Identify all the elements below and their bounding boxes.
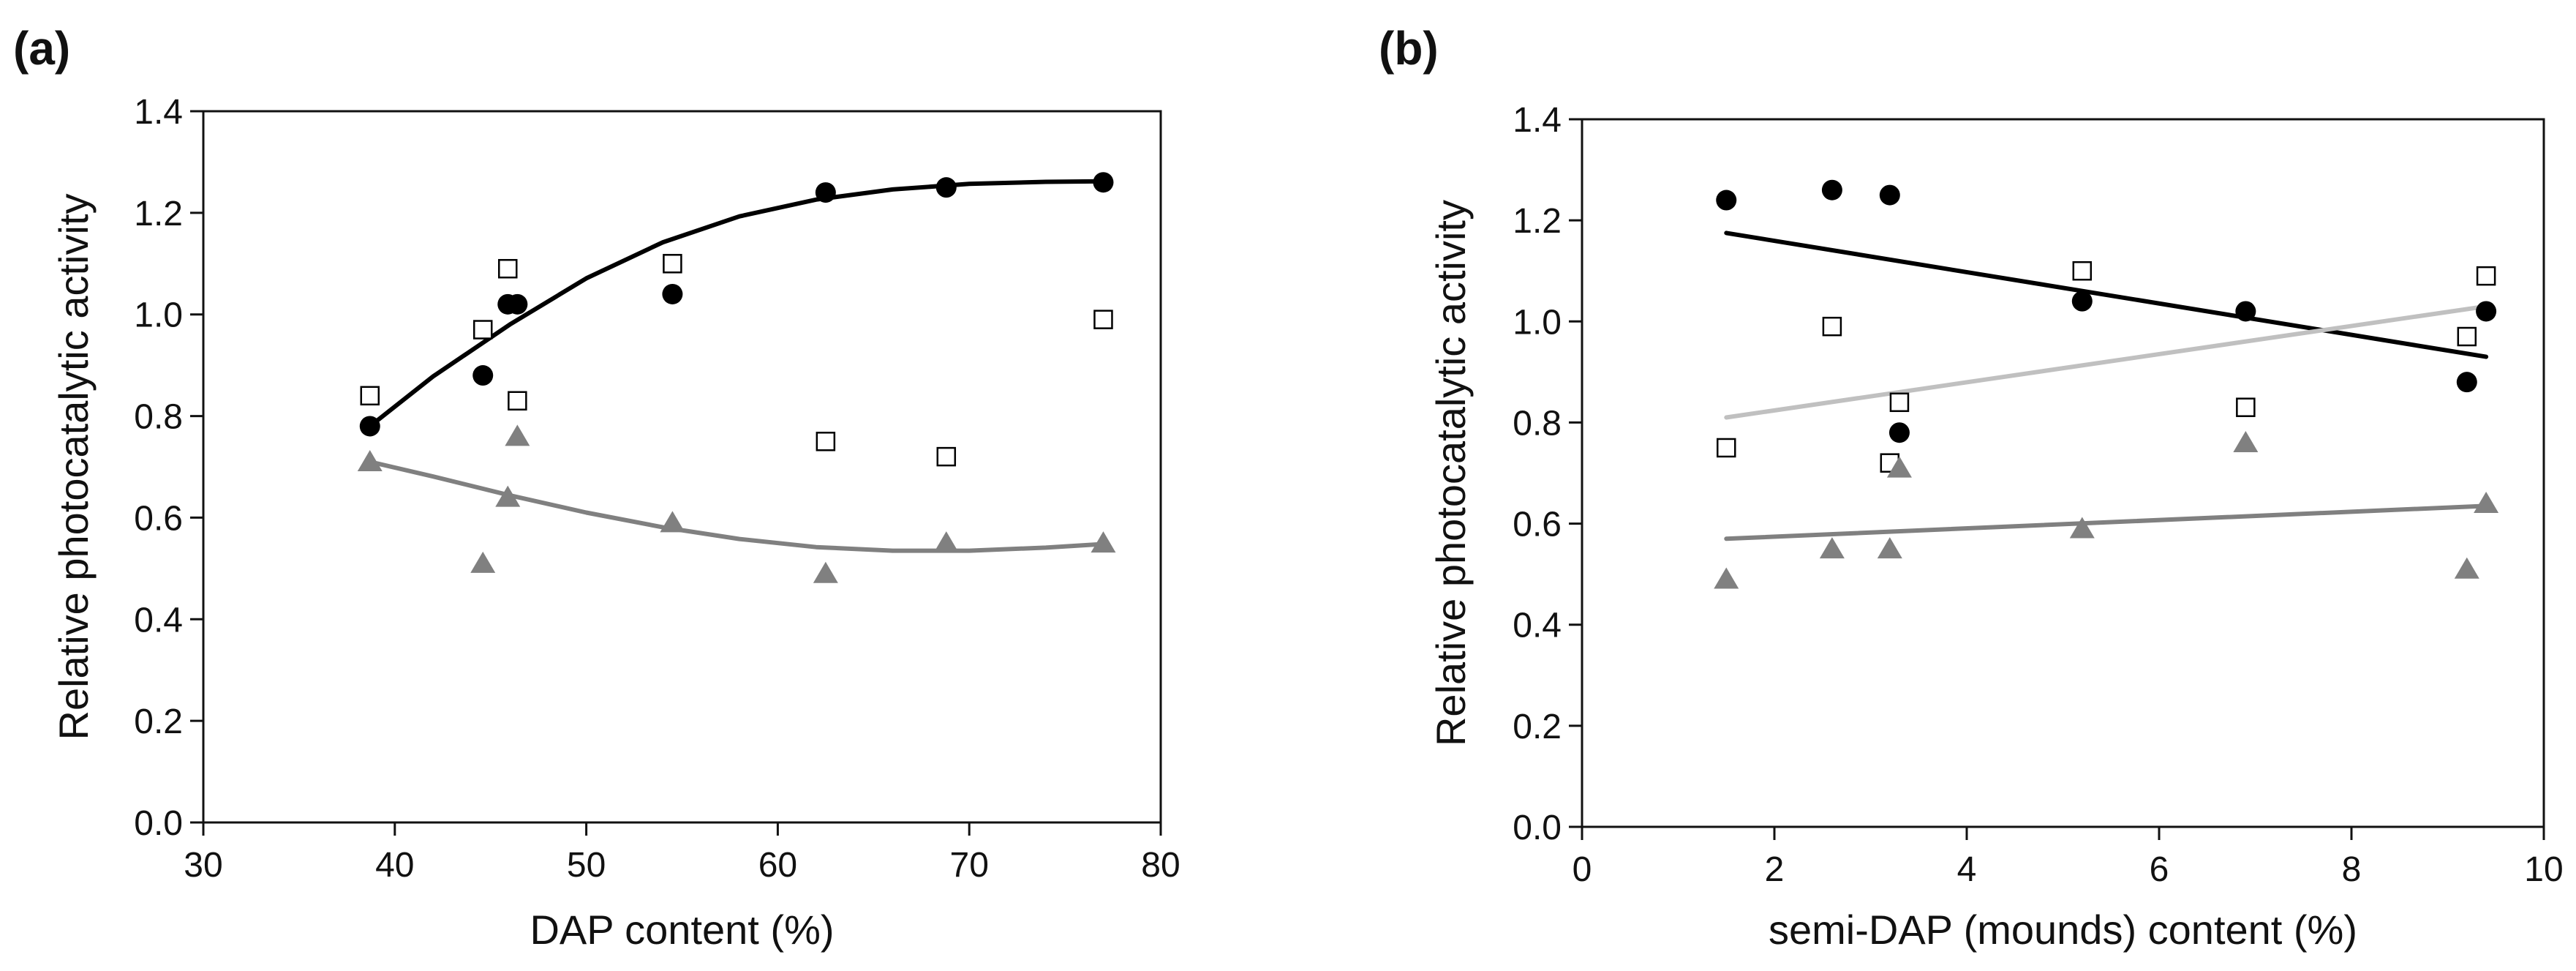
circle-marker: [662, 283, 683, 304]
circle-marker: [1888, 422, 1910, 443]
panel-label: (a): [13, 22, 70, 75]
triangle-marker: [1819, 537, 1845, 559]
x-axis-title: DAP content (%): [530, 907, 834, 953]
triangle-marker: [813, 561, 838, 583]
circle-marker: [1821, 179, 1842, 200]
y-tick-label: 1.2: [134, 195, 183, 233]
x-tick-label: 10: [2524, 850, 2563, 889]
square-marker: [936, 446, 957, 467]
x-tick-label: 40: [375, 846, 414, 885]
square-marker: [472, 320, 493, 340]
y-tick-label: 0.6: [1513, 506, 1562, 544]
triangle-marker: [1877, 537, 1902, 559]
circle-marker: [2235, 301, 2256, 322]
circle-marker: [1093, 172, 1114, 193]
triangle-marker: [2069, 517, 2095, 539]
fit-line: [367, 460, 1106, 553]
x-axis-title: semi-DAP (mounds) content (%): [1769, 907, 2357, 953]
y-tick-label: 0.4: [134, 601, 183, 640]
circle-marker: [2071, 290, 2093, 312]
chart-panel-a: (a) 30 40 50 60 70 80 0.0 0.2 0.4 0.6 0.8 1.0 1.2 1.4 D…: [13, 22, 1180, 953]
y-tick-label: 0.2: [134, 702, 183, 741]
square-marker: [2476, 266, 2496, 286]
triangle-marker: [495, 485, 521, 507]
chart-panel-b: (b) 0 2 4 6 8 10 0.0 0.2 0.4 0.6 0.8 1.0 1.2 1.4 semi-D…: [1379, 22, 2564, 953]
y-tick-label: 0.8: [1513, 404, 1562, 443]
y-tick-label: 1.0: [1513, 303, 1562, 342]
plot-frame: [202, 110, 1162, 824]
x-tick-label: 50: [567, 846, 606, 885]
x-tick-label: 0: [1573, 850, 1592, 889]
square-marker: [508, 391, 527, 410]
square-marker: [360, 386, 380, 406]
fit-line: [367, 179, 1106, 429]
square-marker: [816, 432, 836, 451]
circle-marker: [2456, 372, 2477, 393]
circle-marker: [507, 293, 528, 315]
square-marker: [1889, 392, 1910, 413]
y-tick-label: 1.0: [134, 296, 183, 335]
x-tick-label: 8: [2342, 850, 2362, 889]
x-tick-label: 80: [1141, 846, 1180, 885]
triangle-marker: [2454, 557, 2479, 579]
x-tick-label: 30: [184, 846, 222, 885]
triangle-marker: [505, 424, 530, 446]
y-axis-title: Relative photocatalytic activity: [1428, 200, 1474, 746]
y-tick-label: 1.4: [134, 93, 183, 132]
y-tick-label: 1.2: [1513, 202, 1562, 241]
circle-marker: [359, 416, 380, 437]
circle-marker: [2476, 301, 2497, 322]
circle-marker: [472, 365, 494, 386]
square-marker: [1822, 316, 1842, 337]
circle-marker: [1716, 190, 1737, 211]
x-tick-label: 2: [1765, 850, 1785, 889]
triangle-marker: [660, 511, 685, 533]
circle-marker: [815, 182, 836, 203]
x-tick-label: 70: [950, 846, 989, 885]
square-marker: [1717, 438, 1736, 458]
square-marker: [663, 254, 682, 274]
y-tick-label: 1.4: [1513, 101, 1562, 140]
square-marker: [1093, 310, 1113, 329]
fit-line: [1724, 230, 2489, 359]
square-marker: [2236, 397, 2256, 417]
fit-line: [1724, 503, 2489, 541]
y-tick-label: 0.6: [134, 499, 183, 538]
circle-marker: [1879, 184, 1900, 206]
plot-frame: [1581, 118, 2545, 828]
triangle-marker: [933, 531, 959, 553]
triangle-marker: [2474, 491, 2499, 513]
x-tick-label: 60: [758, 846, 797, 885]
square-marker: [498, 258, 518, 279]
triangle-marker: [470, 551, 496, 573]
y-tick-label: 0.0: [1513, 809, 1562, 847]
x-tick-label: 6: [2150, 850, 2169, 889]
square-marker: [2457, 326, 2477, 347]
triangle-marker: [1886, 456, 1912, 478]
square-marker: [2072, 260, 2093, 281]
x-tick-label: 4: [1957, 850, 1977, 889]
fit-line: [1724, 304, 2489, 420]
panel-label: (b): [1379, 22, 1439, 75]
y-axis-title: Relative photocatalytic activity: [50, 193, 97, 740]
y-tick-label: 0.0: [134, 804, 183, 843]
y-tick-label: 0.4: [1513, 607, 1562, 645]
triangle-marker: [2233, 431, 2259, 453]
y-tick-label: 0.8: [134, 398, 183, 437]
y-tick-label: 0.2: [1513, 708, 1562, 746]
triangle-marker: [357, 450, 383, 472]
triangle-marker: [1091, 531, 1116, 553]
triangle-marker: [1714, 567, 1739, 589]
circle-marker: [935, 177, 957, 198]
